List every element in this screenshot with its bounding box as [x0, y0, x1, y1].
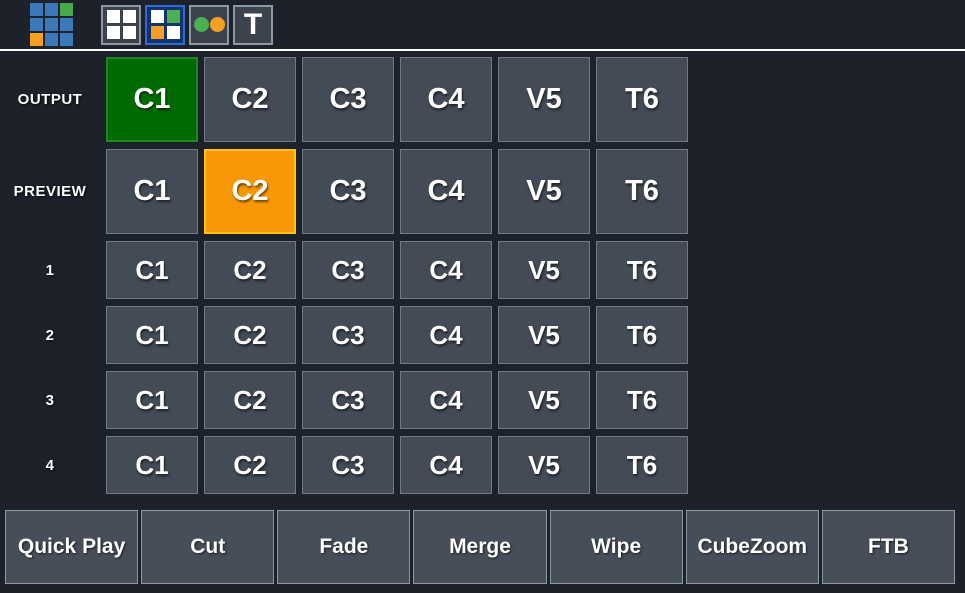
row1-c2-button[interactable]: C2 [204, 241, 296, 299]
row2-c1-button[interactable]: C1 [106, 306, 198, 364]
bus-row-2-label: 2 [45, 326, 55, 344]
preview-row: PREVIEW C1 C2 C3 C4 V5 T6 [0, 149, 965, 234]
toolbar-button-group: T [101, 4, 273, 45]
preview-row-label: PREVIEW [13, 183, 87, 200]
row1-v5-button[interactable]: V5 [498, 241, 590, 299]
preview-c4-button[interactable]: C4 [400, 149, 492, 234]
row1-c3-button[interactable]: C3 [302, 241, 394, 299]
bus-row-4: 4 C1 C2 C3 C4 V5 T6 [0, 436, 965, 494]
bus-row-4-label: 4 [45, 456, 55, 474]
text-tool-button[interactable]: T [233, 4, 273, 45]
preview-c3-button[interactable]: C3 [302, 149, 394, 234]
output-row: OUTPUT C1 C2 C3 C4 V5 T6 [0, 57, 965, 142]
output-c4-button[interactable]: C4 [400, 57, 492, 142]
cubezoom-button[interactable]: CubeZoom [685, 510, 819, 584]
fade-button[interactable]: Fade [277, 510, 411, 584]
row3-v5-button[interactable]: V5 [498, 371, 590, 429]
two-dots-icon [193, 17, 225, 32]
output-c1-button[interactable]: C1 [106, 57, 198, 142]
row4-c4-button[interactable]: C4 [400, 436, 492, 494]
colored-grid-icon [150, 10, 180, 39]
transition-bar: Quick Play Cut Fade Merge Wipe CubeZoom … [5, 510, 955, 584]
row4-v5-button[interactable]: V5 [498, 436, 590, 494]
preview-c2-button[interactable]: C2 [204, 149, 296, 234]
letter-t-icon: T [243, 7, 263, 41]
row3-c2-button[interactable]: C2 [204, 371, 296, 429]
bus-row-3-label: 3 [45, 391, 55, 409]
output-row-label: OUTPUT [17, 91, 83, 108]
top-toolbar: T [0, 0, 965, 51]
row4-c1-button[interactable]: C1 [106, 436, 198, 494]
cut-button[interactable]: Cut [141, 510, 275, 584]
row2-t6-button[interactable]: T6 [596, 306, 688, 364]
merge-button[interactable]: Merge [413, 510, 547, 584]
wipe-button[interactable]: Wipe [549, 510, 683, 584]
row3-c1-button[interactable]: C1 [106, 371, 198, 429]
output-t6-button[interactable]: T6 [596, 57, 688, 142]
bus-row-1-label: 1 [45, 261, 55, 279]
row1-c1-button[interactable]: C1 [106, 241, 198, 299]
row2-c4-button[interactable]: C4 [400, 306, 492, 364]
app-logo-icon [30, 3, 74, 46]
bus-row-2: 2 C1 C2 C3 C4 V5 T6 [0, 306, 965, 364]
output-c3-button[interactable]: C3 [302, 57, 394, 142]
preview-c1-button[interactable]: C1 [106, 149, 198, 234]
quick-play-button[interactable]: Quick Play [5, 510, 139, 584]
bus-row-1: 1 C1 C2 C3 C4 V5 T6 [0, 241, 965, 299]
output-v5-button[interactable]: V5 [498, 57, 590, 142]
ftb-button[interactable]: FTB [821, 510, 955, 584]
grid-layout-button[interactable] [101, 4, 141, 45]
row3-c3-button[interactable]: C3 [302, 371, 394, 429]
row3-c4-button[interactable]: C4 [400, 371, 492, 429]
row1-t6-button[interactable]: T6 [596, 241, 688, 299]
preview-v5-button[interactable]: V5 [498, 149, 590, 234]
row2-v5-button[interactable]: V5 [498, 306, 590, 364]
row4-c2-button[interactable]: C2 [204, 436, 296, 494]
dots-view-button[interactable] [189, 4, 229, 45]
row1-c4-button[interactable]: C4 [400, 241, 492, 299]
switcher-matrix: OUTPUT C1 C2 C3 C4 V5 T6 PREVIEW C1 C2 C… [0, 57, 965, 494]
preview-t6-button[interactable]: T6 [596, 149, 688, 234]
output-c2-button[interactable]: C2 [204, 57, 296, 142]
row2-c3-button[interactable]: C3 [302, 306, 394, 364]
row4-t6-button[interactable]: T6 [596, 436, 688, 494]
bus-row-3: 3 C1 C2 C3 C4 V5 T6 [0, 371, 965, 429]
row2-c2-button[interactable]: C2 [204, 306, 296, 364]
row4-c3-button[interactable]: C3 [302, 436, 394, 494]
row3-t6-button[interactable]: T6 [596, 371, 688, 429]
grid-2x2-icon [106, 10, 136, 39]
mixer-layout-button[interactable] [145, 4, 185, 45]
